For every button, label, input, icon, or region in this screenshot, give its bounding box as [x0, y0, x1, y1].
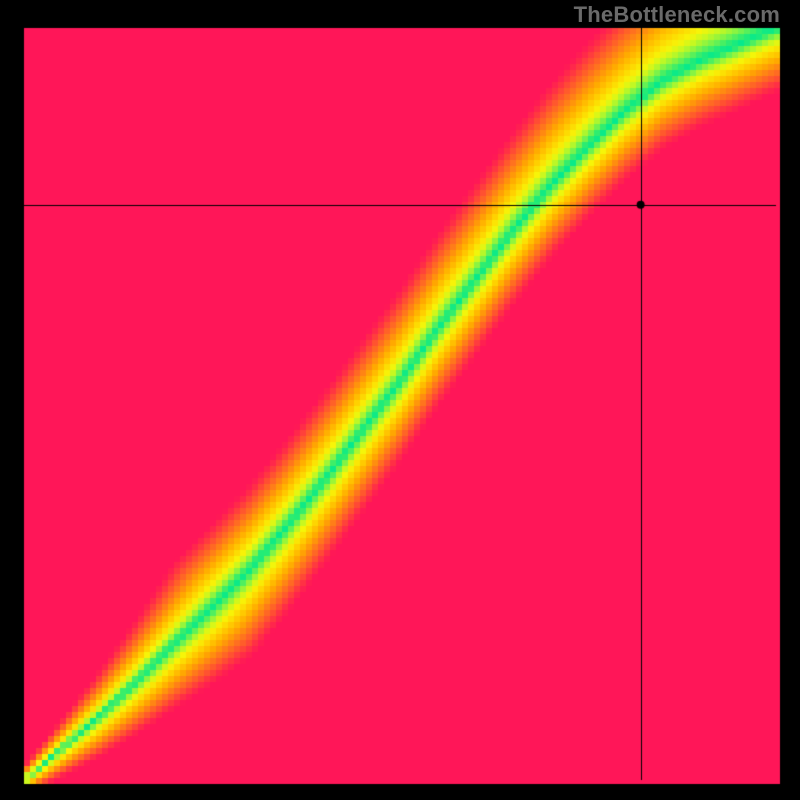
chart-container: TheBottleneck.com	[0, 0, 800, 800]
watermark-text: TheBottleneck.com	[574, 2, 780, 28]
bottleneck-heatmap-canvas	[0, 0, 800, 800]
